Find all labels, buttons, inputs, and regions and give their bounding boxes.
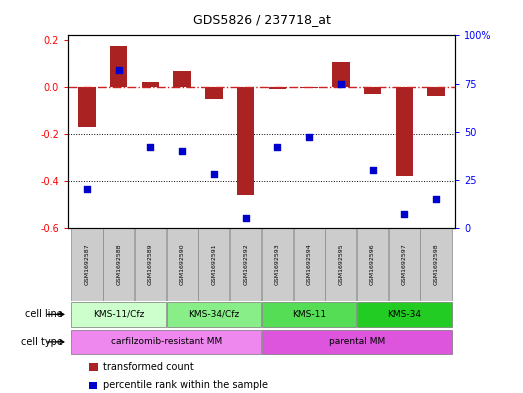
Text: GSM1692587: GSM1692587 [85,244,89,285]
Text: KMS-34/Cfz: KMS-34/Cfz [188,310,240,319]
FancyBboxPatch shape [230,228,261,301]
Text: GDS5826 / 237718_at: GDS5826 / 237718_at [192,13,331,26]
Text: parental MM: parental MM [328,338,385,346]
Point [178,148,186,154]
FancyBboxPatch shape [167,228,198,301]
FancyBboxPatch shape [262,329,451,354]
Bar [110,46,128,87]
Point [368,167,377,173]
Text: KMS-11: KMS-11 [292,310,326,319]
Text: GSM1692594: GSM1692594 [306,243,312,285]
Text: percentile rank within the sample: percentile rank within the sample [103,380,267,390]
Text: GSM1692591: GSM1692591 [211,244,217,285]
Text: GSM1692592: GSM1692592 [243,243,248,285]
Text: transformed count: transformed count [103,362,194,372]
Bar [78,87,96,127]
FancyBboxPatch shape [420,228,451,301]
Text: KMS-34: KMS-34 [387,310,421,319]
Bar [142,83,159,87]
Bar [237,87,254,195]
FancyBboxPatch shape [357,228,388,301]
Text: carfilzomib-resistant MM: carfilzomib-resistant MM [111,338,222,346]
Bar [174,71,191,87]
Point [146,144,155,150]
Bar [427,87,445,96]
Text: GSM1692596: GSM1692596 [370,244,375,285]
FancyBboxPatch shape [357,302,451,327]
FancyBboxPatch shape [72,228,103,301]
Text: KMS-11/Cfz: KMS-11/Cfz [93,310,144,319]
Point [210,171,218,177]
FancyBboxPatch shape [167,302,261,327]
Bar [332,62,349,87]
Point [337,80,345,86]
FancyBboxPatch shape [72,302,166,327]
Bar [300,87,318,88]
FancyBboxPatch shape [262,302,356,327]
FancyBboxPatch shape [389,228,420,301]
Point [400,211,408,218]
Point [273,144,281,150]
Text: GSM1692598: GSM1692598 [434,244,438,285]
Bar [395,87,413,176]
Text: GSM1692595: GSM1692595 [338,244,343,285]
FancyBboxPatch shape [262,228,293,301]
Point [432,196,440,202]
Point [242,215,250,221]
FancyBboxPatch shape [325,228,356,301]
Text: GSM1692590: GSM1692590 [180,244,185,285]
Point [305,134,313,141]
Bar [205,87,223,99]
FancyBboxPatch shape [72,329,261,354]
FancyBboxPatch shape [103,228,134,301]
Text: GSM1692588: GSM1692588 [116,244,121,285]
Bar [364,87,381,94]
Text: cell type: cell type [21,337,63,347]
Point [83,186,91,193]
Text: GSM1692597: GSM1692597 [402,243,407,285]
Text: cell line: cell line [25,309,63,320]
FancyBboxPatch shape [198,228,230,301]
Bar [269,87,286,89]
Point [115,67,123,73]
FancyBboxPatch shape [293,228,325,301]
Text: GSM1692593: GSM1692593 [275,243,280,285]
Text: GSM1692589: GSM1692589 [148,244,153,285]
FancyBboxPatch shape [135,228,166,301]
